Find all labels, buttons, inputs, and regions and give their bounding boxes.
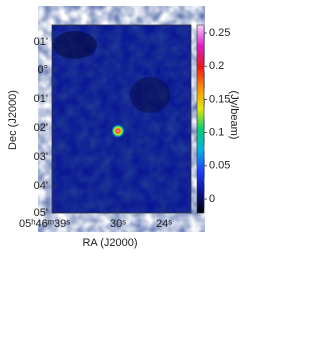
map-dark-patch [130,77,170,113]
colorbar-tick-label: 0.1 [209,127,224,139]
x-axis-label: RA (J2000) [82,237,137,249]
x-tick-label: 24ˢ [156,218,172,230]
x-tick-label: 30ˢ [110,218,126,230]
colorbar-tick-label: 0.2 [209,60,224,72]
y-tick-label: 03' [34,151,48,163]
y-tick-label: 01' [34,93,48,105]
map-dark-patch [53,31,97,59]
map-frame [51,24,192,214]
colorbar-tick-label: 0.25 [209,27,230,39]
source [111,124,125,138]
colorbar-tick-label: 0.05 [209,160,230,172]
y-tick-label: 01' [34,36,48,48]
y-tick-label: 04' [34,180,48,192]
colorbar-tick-label: 0.15 [209,93,230,105]
y-tick-label: 05' [34,207,48,219]
y-tick-label: 02' [34,122,48,134]
y-tick-label: 0° [37,64,48,76]
x-tick-label: 05ʰ46ᵐ39ˢ [19,218,70,230]
colorbar-tick-label: 0 [209,193,215,205]
colorbar [196,24,205,214]
colorbar-label: (Jy/beam) [228,91,240,140]
chart: RA (J2000) Dec (J2000) (Jy/beam) 0 0.05 0.… [7,24,240,249]
map [51,24,192,214]
y-axis-label: Dec (J2000) [7,90,19,150]
